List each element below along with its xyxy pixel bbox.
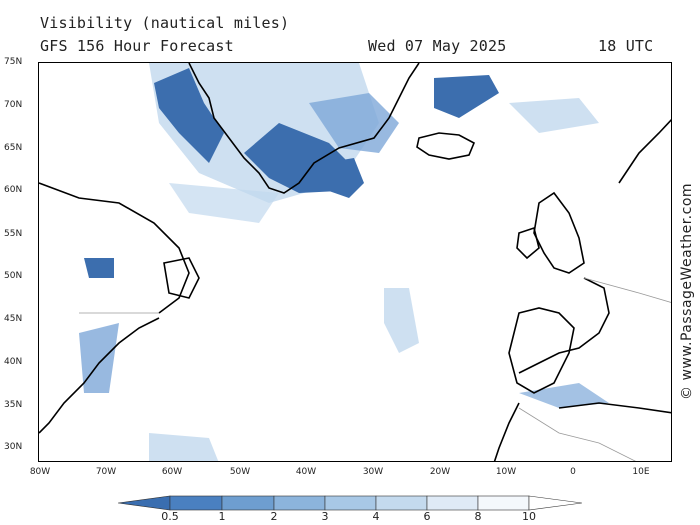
- lon-label: 10E: [632, 467, 650, 477]
- lon-label: 20W: [429, 467, 451, 477]
- fog-labrador-light: [169, 183, 279, 223]
- legend-tick: 0.5: [161, 510, 179, 523]
- legend-swatch: [477, 495, 530, 511]
- lat-label: 70N: [4, 100, 23, 110]
- legend-tick: 4: [372, 510, 380, 523]
- coastlines: [39, 63, 671, 461]
- norway-coast: [618, 118, 671, 184]
- fog-iceland-sea: [309, 93, 399, 153]
- lat-label: 35N: [4, 400, 23, 410]
- legend-swatch: [375, 495, 428, 511]
- lat-label: 75N: [4, 57, 23, 67]
- lon-label: 10W: [495, 467, 517, 477]
- border-europe: [583, 277, 671, 303]
- legend-tick: 8: [474, 510, 482, 523]
- legend-arrow-right: [528, 495, 582, 511]
- visibility-shading: [79, 63, 609, 461]
- lon-label: 50W: [229, 467, 251, 477]
- lon-label: 30W: [362, 467, 384, 477]
- map-canvas: [39, 63, 671, 461]
- ireland-coast: [516, 226, 540, 260]
- lat-label: 55N: [4, 229, 23, 239]
- mediterranean-coast: [558, 402, 671, 414]
- iceland-coast: [416, 132, 476, 160]
- greenland-coast: [188, 63, 420, 194]
- visibility-map[interactable]: [38, 62, 672, 462]
- fog-newfoundland: [84, 258, 114, 278]
- fog-sargasso: [149, 433, 219, 461]
- legend-swatch: [273, 495, 326, 511]
- lat-label: 40N: [4, 357, 23, 367]
- map-title-text: Visibility (nautical miles): [40, 14, 290, 32]
- lat-label: 60N: [4, 185, 23, 195]
- lat-label: 50N: [4, 271, 23, 281]
- europe-coast: [518, 277, 610, 374]
- lon-label: 60W: [161, 467, 183, 477]
- watermark-text: © www.PassageWeather.com: [679, 182, 695, 400]
- legend-tick: 10: [522, 510, 536, 523]
- legend-tick: 2: [270, 510, 278, 523]
- newfoundland-coast: [163, 257, 200, 299]
- forecast-date: Wed 07 May 2025: [368, 37, 507, 55]
- legend-swatch: [169, 495, 223, 511]
- visibility-legend: [118, 495, 582, 511]
- lon-label: 0: [570, 467, 576, 477]
- lat-label: 45N: [4, 314, 23, 324]
- legend-swatch: [221, 495, 275, 511]
- legend-tick: 3: [321, 510, 329, 523]
- british-isles-coast: [533, 191, 585, 274]
- lon-label: 80W: [29, 467, 51, 477]
- us-east-coast: [39, 317, 160, 434]
- legend-tick: 6: [423, 510, 431, 523]
- fog-greenland-dark: [244, 123, 349, 193]
- forecast-time: 18 UTC: [598, 37, 654, 55]
- legend-arrow-left: [118, 495, 171, 511]
- fog-denmark-strait: [324, 158, 364, 198]
- labrador-coast: [39, 182, 190, 314]
- africa-coast: [493, 402, 520, 461]
- lat-label: 65N: [4, 143, 23, 153]
- legend-tick: 1: [218, 510, 226, 523]
- legend-swatch: [324, 495, 377, 511]
- lon-label: 40W: [295, 467, 317, 477]
- lon-label: 70W: [95, 467, 117, 477]
- fog-east-greenland: [434, 75, 499, 118]
- lat-label: 30N: [4, 442, 23, 452]
- iberia-coast: [508, 307, 575, 394]
- fog-mid-atlantic: [384, 288, 419, 353]
- borders: [79, 277, 671, 461]
- fog-iberia: [519, 383, 609, 408]
- forecast-subtitle: GFS 156 Hour Forecast: [40, 37, 234, 55]
- legend-swatch: [426, 495, 479, 511]
- border-africa: [518, 407, 636, 461]
- fog-svalbard-light: [509, 98, 599, 133]
- fog-baffin-dark: [154, 68, 224, 163]
